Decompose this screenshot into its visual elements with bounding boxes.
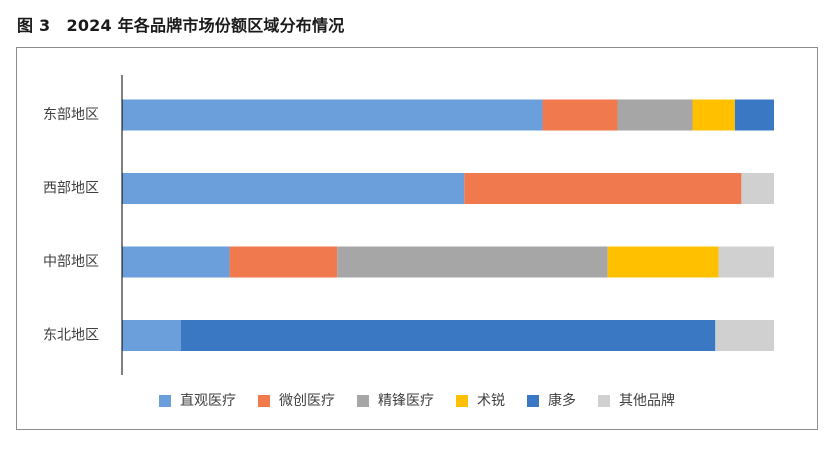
legend-label: 康多 <box>548 392 576 409</box>
legend-item: 其他品牌 <box>598 392 675 409</box>
legend-swatch <box>357 395 369 407</box>
bar-segment-2-1 <box>229 246 338 278</box>
legend-swatch <box>598 395 610 407</box>
legend-item: 康多 <box>527 392 576 409</box>
legend-item: 直观医疗 <box>159 392 236 409</box>
legend-label: 直观医疗 <box>180 392 236 409</box>
legend-label: 微创医疗 <box>279 393 335 409</box>
legend-item: 微创医疗 <box>258 393 335 409</box>
category-label: 东部地区 <box>43 107 99 123</box>
bar-segment-2-2 <box>337 246 608 278</box>
bar-segment-1-1 <box>464 173 742 204</box>
bar-segment-3-0 <box>122 320 181 351</box>
legend-label: 术锐 <box>477 393 505 409</box>
bar-segment-1-0 <box>122 173 465 204</box>
chart-area: 东部地区西部地区中部地区东北地区 直观医疗 微创医疗 精锋医疗 术锐 康多 其他品牌 <box>16 47 818 430</box>
category-label: 西部地区 <box>43 181 99 197</box>
legend: 直观医疗 微创医疗 精锋医疗 术锐 康多 其他品牌 <box>159 392 675 409</box>
category-label: 中部地区 <box>43 254 99 270</box>
legend-swatch <box>527 395 539 407</box>
bar-segment-3-4 <box>180 320 716 351</box>
legend-label: 其他品牌 <box>619 392 675 409</box>
bar-segment-0-0 <box>122 99 543 131</box>
bar-segment-2-5 <box>718 246 774 278</box>
bar-segment-0-3 <box>692 99 735 131</box>
legend-item: 术锐 <box>456 393 505 409</box>
legend-item: 精锋医疗 <box>357 393 434 409</box>
bar-segment-3-5 <box>715 320 774 351</box>
legend-label: 精锋医疗 <box>378 393 434 409</box>
legend-swatch <box>159 395 171 407</box>
bar-segment-0-4 <box>734 99 774 131</box>
bar-segment-1-5 <box>741 173 774 204</box>
bars-layer <box>122 99 774 351</box>
bar-segment-0-1 <box>542 99 618 131</box>
bar-segment-2-0 <box>122 246 230 278</box>
legend-swatch <box>258 395 270 407</box>
figure-title: 图 3 2024 年各品牌市场份额区域分布情况 <box>17 16 345 35</box>
bar-segment-2-3 <box>607 246 719 278</box>
category-label: 东北地区 <box>43 328 99 344</box>
legend-swatch <box>456 395 468 407</box>
bar-segment-0-2 <box>617 99 693 131</box>
